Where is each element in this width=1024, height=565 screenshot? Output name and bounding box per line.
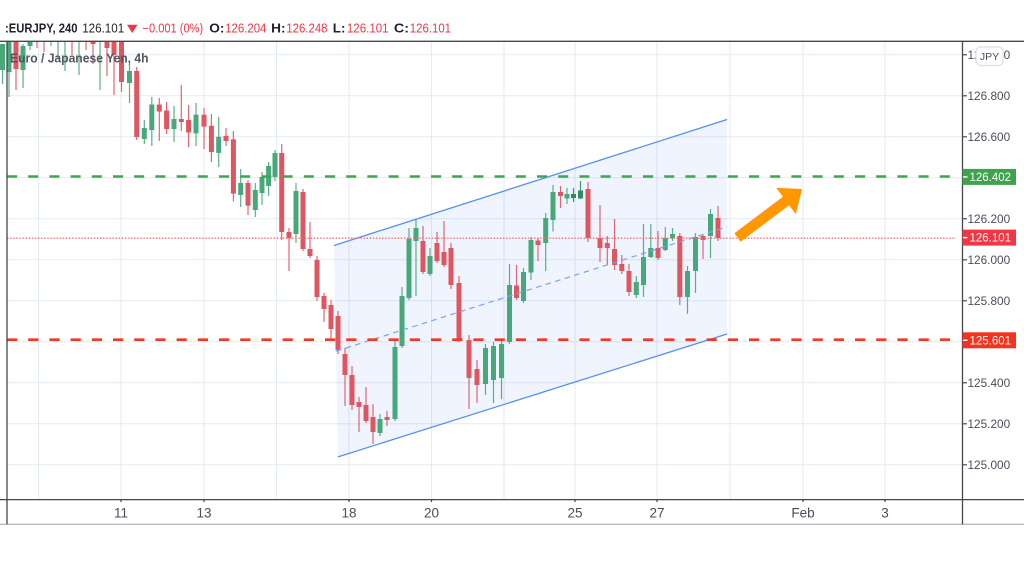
- svg-text:125.400: 125.400: [968, 376, 1011, 390]
- svg-text:13: 13: [196, 505, 211, 520]
- svg-text:20: 20: [424, 505, 439, 520]
- svg-text:126.101: 126.101: [82, 21, 124, 35]
- svg-text:125.601: 125.601: [970, 335, 1012, 347]
- svg-text:126.800: 126.800: [968, 89, 1011, 103]
- svg-text:L:: L:: [333, 21, 346, 35]
- svg-text:18: 18: [341, 505, 356, 520]
- svg-text:126.101: 126.101: [970, 233, 1012, 245]
- svg-text:126.600: 126.600: [968, 130, 1011, 144]
- svg-text:O:: O:: [209, 21, 224, 35]
- svg-text:126.204: 126.204: [225, 21, 266, 35]
- svg-text:C:: C:: [394, 21, 409, 35]
- svg-text:125.800: 125.800: [968, 294, 1011, 308]
- svg-text:126.101: 126.101: [410, 21, 451, 35]
- svg-text:Feb: Feb: [791, 505, 814, 520]
- svg-text:JPY: JPY: [980, 51, 999, 63]
- svg-text:Euro / Japanese Yen, 4h: Euro / Japanese Yen, 4h: [10, 52, 149, 66]
- svg-text:125.000: 125.000: [968, 458, 1011, 472]
- svg-text:125.200: 125.200: [968, 417, 1011, 431]
- svg-text:126.200: 126.200: [968, 212, 1011, 226]
- svg-text:−0.001 (0%): −0.001 (0%): [143, 21, 204, 35]
- svg-text:126.101: 126.101: [347, 21, 389, 35]
- svg-text:27: 27: [649, 505, 664, 520]
- svg-text:11: 11: [114, 505, 128, 520]
- svg-text::EURJPY, 240: :EURJPY, 240: [5, 21, 78, 35]
- svg-text:126.248: 126.248: [286, 21, 327, 35]
- svg-text:25: 25: [567, 505, 582, 520]
- svg-text:3: 3: [881, 505, 889, 520]
- svg-text:H:: H:: [271, 21, 285, 35]
- svg-text:126.402: 126.402: [970, 172, 1012, 184]
- svg-text:126.000: 126.000: [968, 253, 1011, 267]
